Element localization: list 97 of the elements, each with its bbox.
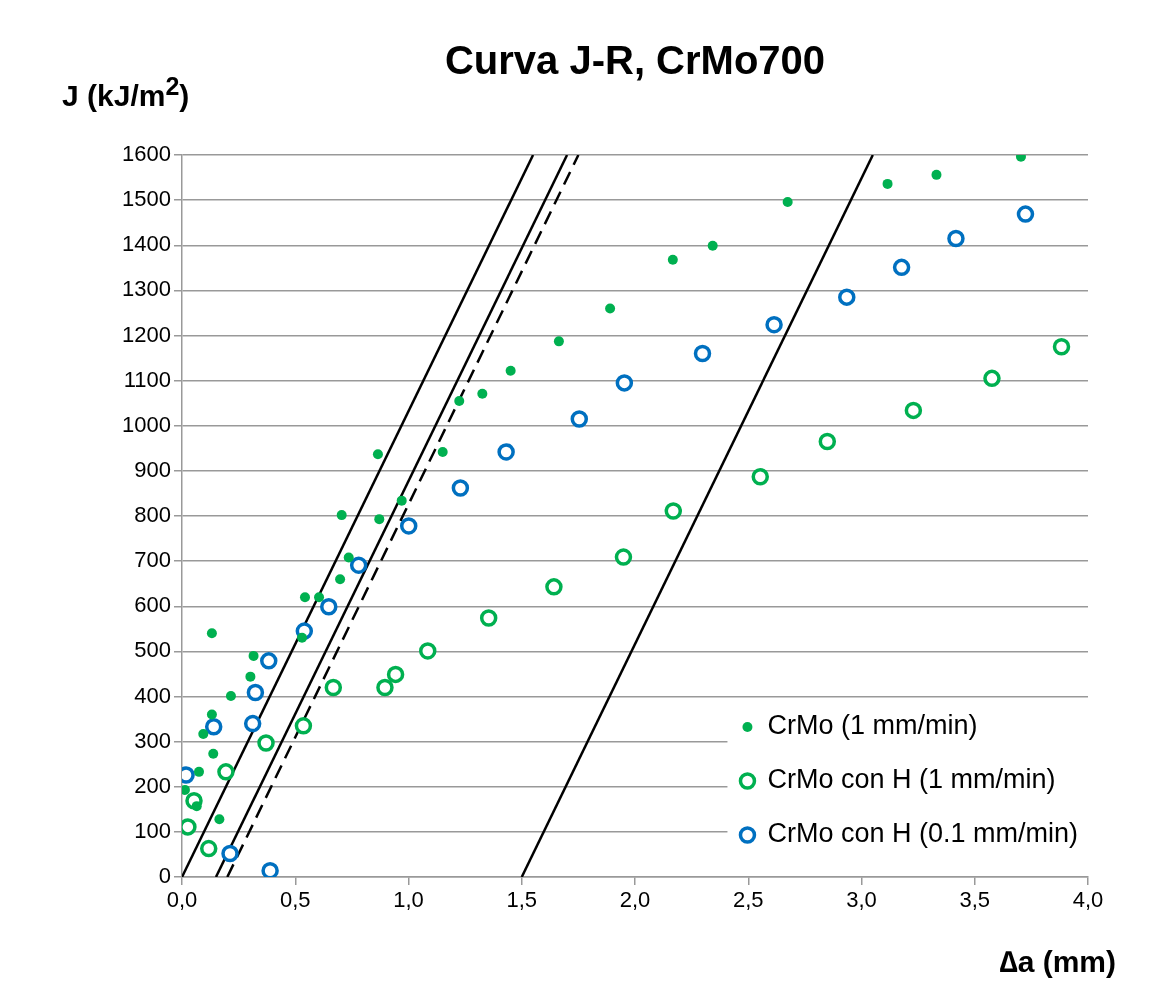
y-tick-label: 800	[134, 502, 171, 528]
point	[707, 240, 718, 251]
y-tick-label: 400	[134, 682, 171, 708]
y-tick-label: 100	[134, 817, 171, 843]
point	[983, 369, 1001, 388]
point	[206, 709, 217, 720]
point	[204, 717, 223, 736]
point	[336, 510, 347, 521]
x-tick-label: 0,0	[166, 887, 198, 913]
point	[838, 288, 856, 306]
point	[437, 446, 448, 457]
point	[248, 650, 259, 661]
y-tick-label: 0	[158, 863, 171, 889]
y-tick-label: 1200	[122, 321, 171, 347]
point	[374, 514, 385, 525]
x-tick-label: 2,5	[732, 887, 764, 913]
point	[664, 502, 683, 520]
point	[217, 763, 235, 781]
point	[335, 574, 346, 585]
point	[221, 844, 239, 863]
point	[399, 517, 418, 535]
point	[693, 344, 712, 363]
point	[553, 336, 564, 347]
point	[892, 258, 911, 277]
point	[451, 479, 470, 497]
point	[818, 432, 837, 451]
point	[299, 592, 310, 603]
point	[198, 728, 209, 739]
point	[570, 410, 589, 428]
point	[260, 652, 278, 670]
legend-label: CrMo (1 mm/min)	[767, 710, 978, 741]
point	[314, 592, 325, 603]
point	[297, 632, 308, 643]
point	[497, 443, 515, 461]
y-tick-label: 1000	[122, 411, 171, 437]
x-tick-label: 2,0	[619, 887, 651, 913]
point	[193, 766, 204, 777]
point	[376, 678, 394, 697]
y-tick-label: 1300	[122, 276, 171, 302]
point	[261, 861, 279, 877]
point	[765, 315, 783, 334]
y-tick-label: 900	[134, 456, 171, 482]
point	[605, 303, 616, 314]
x-tick-label: 1,5	[506, 887, 538, 913]
point	[545, 578, 563, 596]
point	[324, 678, 343, 697]
y-tick-label: 1400	[122, 231, 171, 257]
point	[320, 597, 338, 616]
legend-label: CrMo con H (1 mm/min)	[767, 764, 1056, 795]
point	[206, 628, 217, 639]
y-tick-label: 600	[134, 592, 171, 618]
y-tick-label: 700	[134, 547, 171, 573]
point	[904, 401, 923, 420]
point	[294, 717, 313, 735]
y-tick-label: 1100	[123, 366, 171, 392]
point	[615, 374, 634, 392]
y-tick-label: 1500	[122, 186, 171, 212]
point	[477, 388, 488, 399]
x-tick-label: 1,0	[393, 887, 424, 913]
point	[396, 495, 407, 506]
point	[1052, 338, 1071, 356]
x-axis-title: ∆a (mm)	[999, 945, 1116, 979]
y-tick-label: 1600	[122, 141, 171, 167]
point	[667, 254, 678, 265]
chart-title: Curva J-R, CrMo700	[444, 38, 826, 82]
point	[199, 839, 218, 858]
point	[479, 609, 498, 627]
x-tick-label: 3,0	[846, 887, 877, 913]
point	[245, 671, 256, 682]
point	[751, 467, 770, 486]
point	[782, 196, 793, 207]
point	[454, 395, 465, 406]
y-tick-label: 200	[134, 772, 171, 798]
x-tick-label: 3,5	[959, 887, 991, 913]
point	[243, 714, 262, 733]
point	[349, 556, 368, 574]
legend-label: CrMo con H (0.1 mm/min)	[767, 818, 1079, 849]
point	[257, 734, 275, 752]
y-tick-label: 500	[134, 637, 171, 663]
point	[343, 552, 354, 563]
y-axis-title: J (kJ/m$^{2}$)	[62, 72, 190, 113]
point	[614, 548, 633, 566]
point	[419, 642, 437, 660]
x-tick-label: 4,0	[1072, 887, 1104, 913]
point	[372, 449, 383, 460]
point	[1016, 205, 1035, 223]
point	[386, 665, 405, 684]
point	[214, 814, 225, 825]
y-tick-label: 300	[134, 727, 171, 753]
x-tick-label: 0,5	[279, 887, 311, 913]
point	[931, 169, 942, 180]
point	[505, 365, 516, 376]
point	[882, 178, 893, 189]
point	[225, 691, 236, 702]
point	[246, 683, 265, 702]
point	[947, 229, 965, 248]
point	[208, 748, 219, 759]
